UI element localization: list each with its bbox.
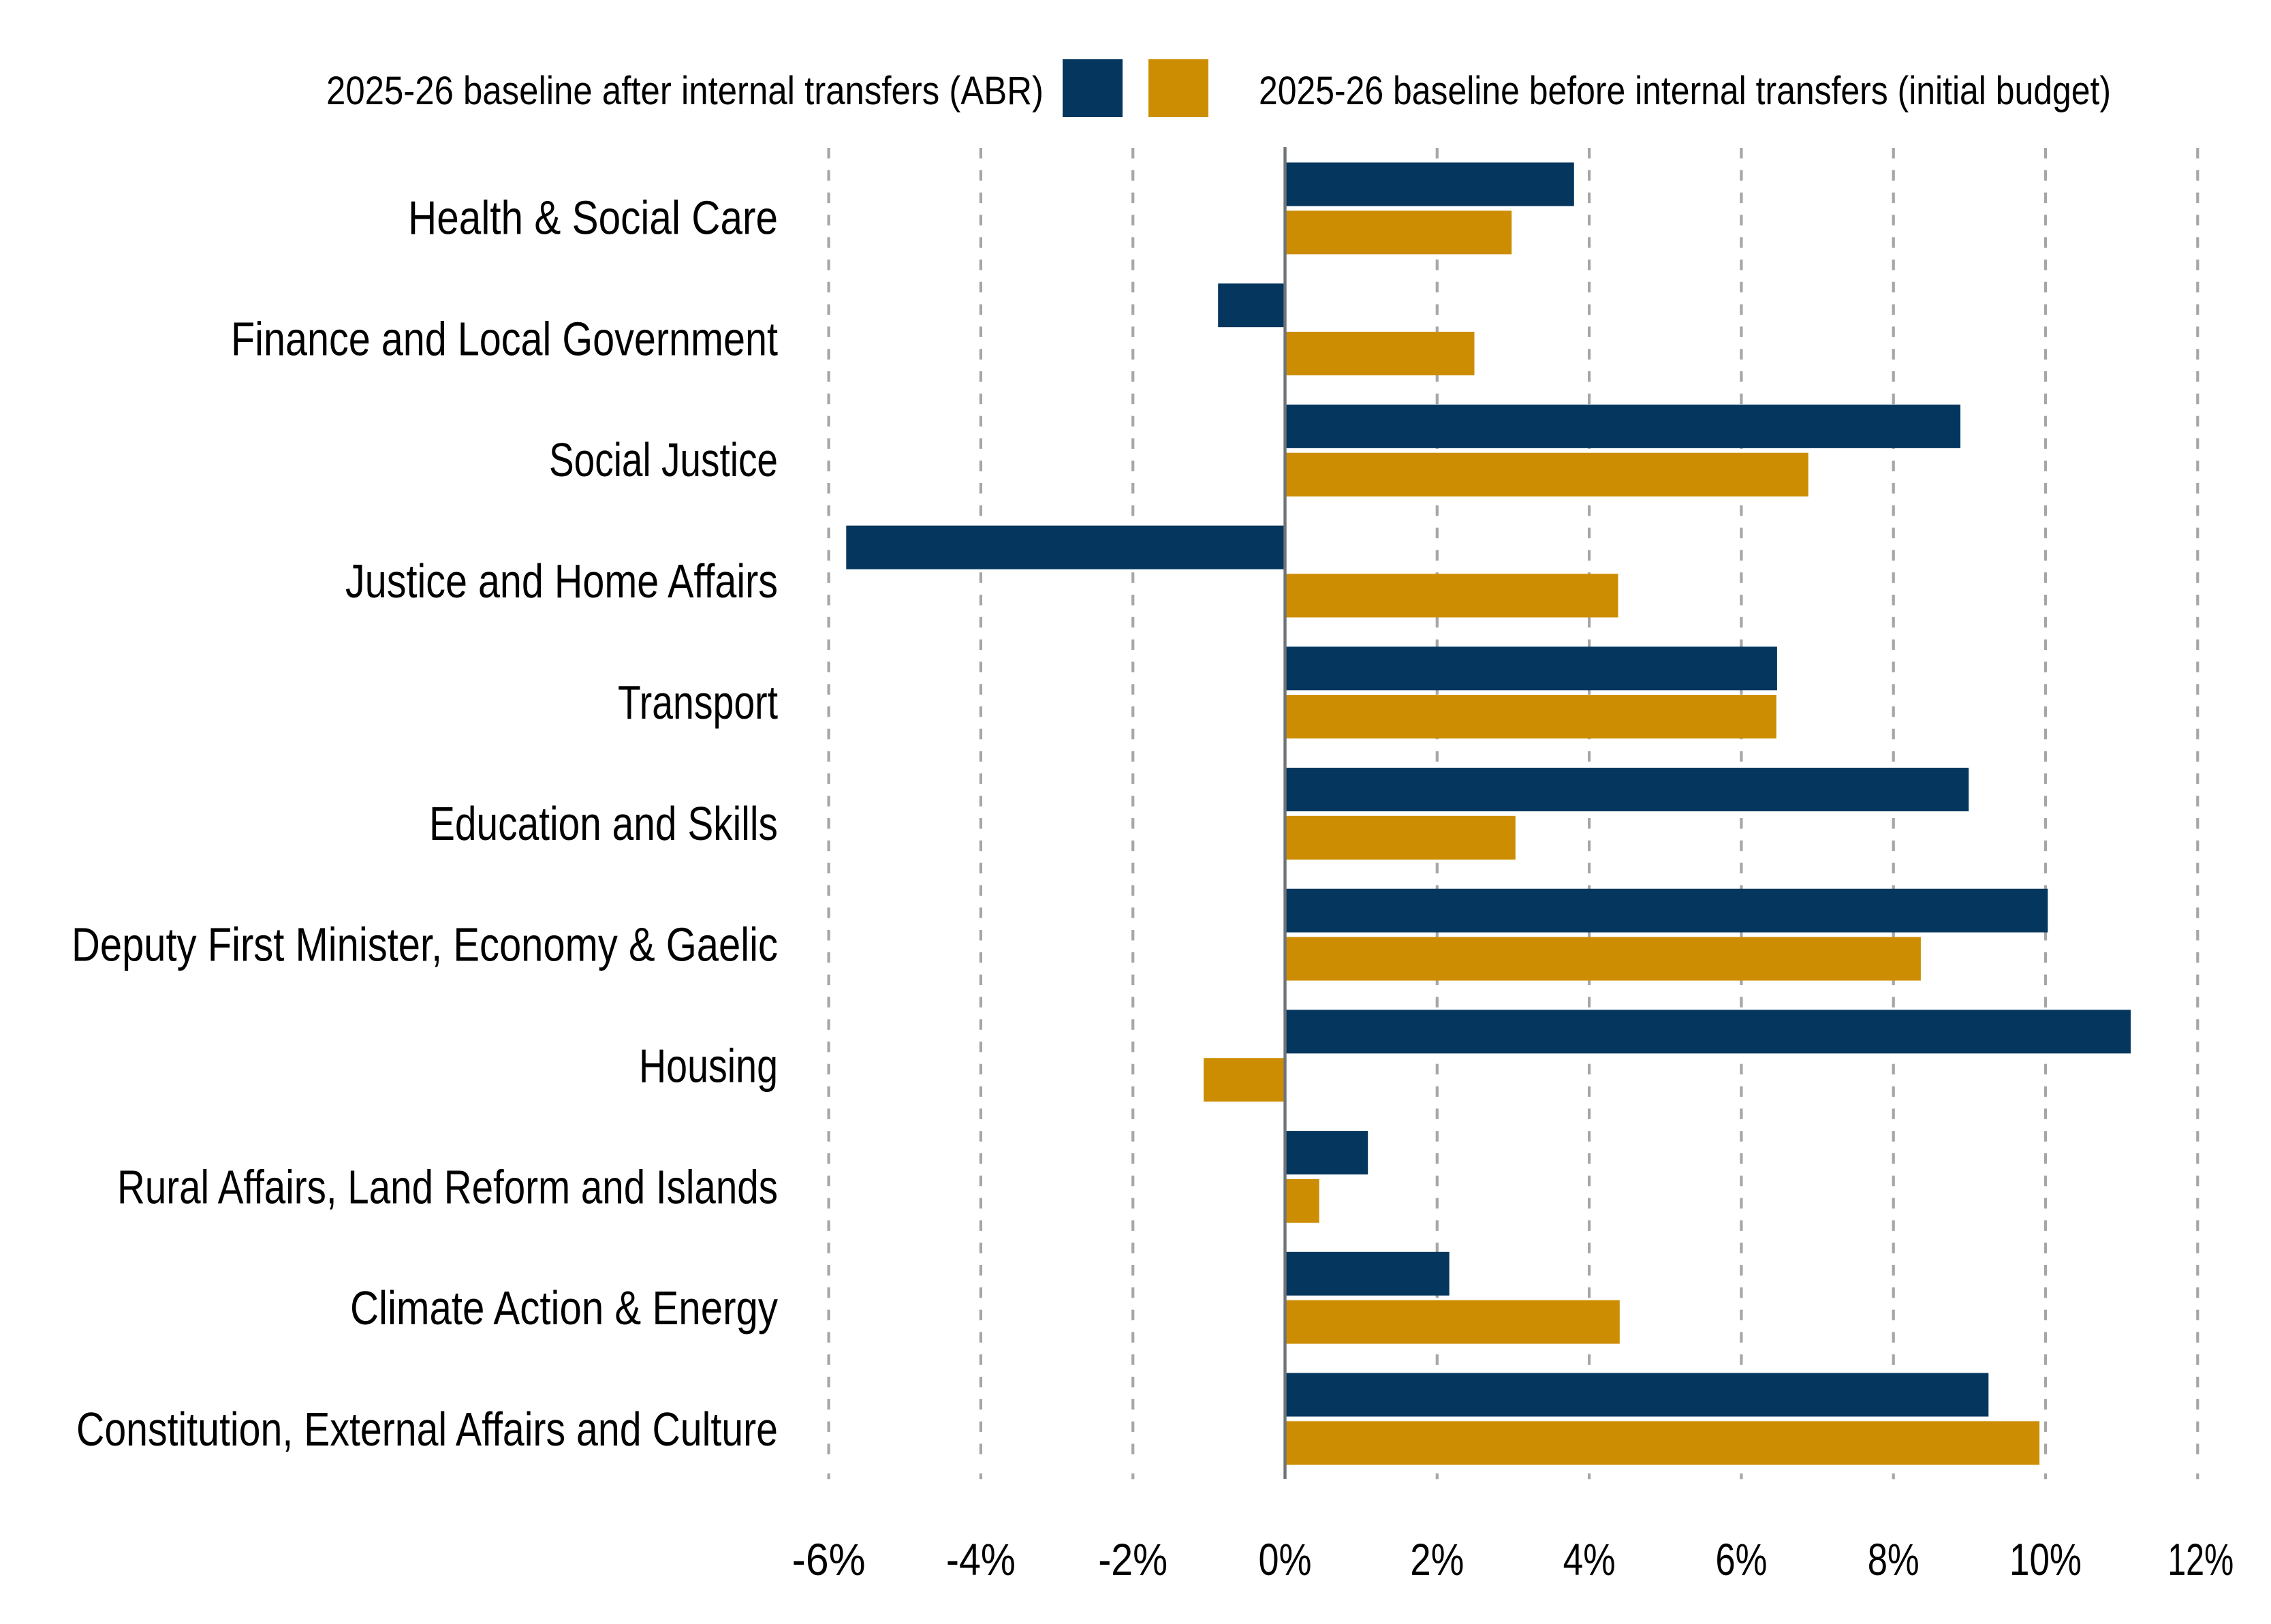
svg-text:-4%: -4% bbox=[946, 1534, 1016, 1584]
svg-text:Climate Action & Energy: Climate Action & Energy bbox=[350, 1281, 778, 1334]
svg-text:Transport: Transport bbox=[618, 676, 778, 729]
svg-text:2025-26 baseline before intern: 2025-26 baseline before internal transfe… bbox=[1259, 69, 2111, 113]
svg-text:10%: 10% bbox=[2009, 1534, 2082, 1584]
svg-text:Finance and Local Government: Finance and Local Government bbox=[231, 312, 778, 365]
svg-text:Deputy First Minister, Economy: Deputy First Minister, Economy & Gaelic bbox=[72, 918, 778, 971]
svg-text:0%: 0% bbox=[1259, 1534, 1312, 1584]
svg-text:12%: 12% bbox=[2167, 1534, 2234, 1584]
svg-text:Housing: Housing bbox=[639, 1040, 778, 1093]
svg-text:-2%: -2% bbox=[1098, 1534, 1168, 1584]
svg-text:Health & Social Care: Health & Social Care bbox=[408, 191, 778, 245]
svg-text:Social Justice: Social Justice bbox=[549, 433, 778, 486]
svg-text:2%: 2% bbox=[1410, 1534, 1464, 1584]
svg-text:2025-26 baseline after interna: 2025-26 baseline after internal transfer… bbox=[326, 69, 1044, 113]
svg-text:-6%: -6% bbox=[792, 1534, 866, 1584]
svg-text:8%: 8% bbox=[1868, 1534, 1920, 1584]
svg-text:Justice and Home Affairs: Justice and Home Affairs bbox=[345, 555, 778, 608]
svg-text:6%: 6% bbox=[1715, 1534, 1767, 1584]
svg-text:4%: 4% bbox=[1563, 1534, 1616, 1584]
svg-text:Rural Affairs, Land Reform and: Rural Affairs, Land Reform and Islands bbox=[117, 1160, 778, 1213]
svg-text:Constitution, External Affairs: Constitution, External Affairs and Cultu… bbox=[76, 1403, 778, 1456]
svg-text:Education and Skills: Education and Skills bbox=[429, 797, 778, 850]
